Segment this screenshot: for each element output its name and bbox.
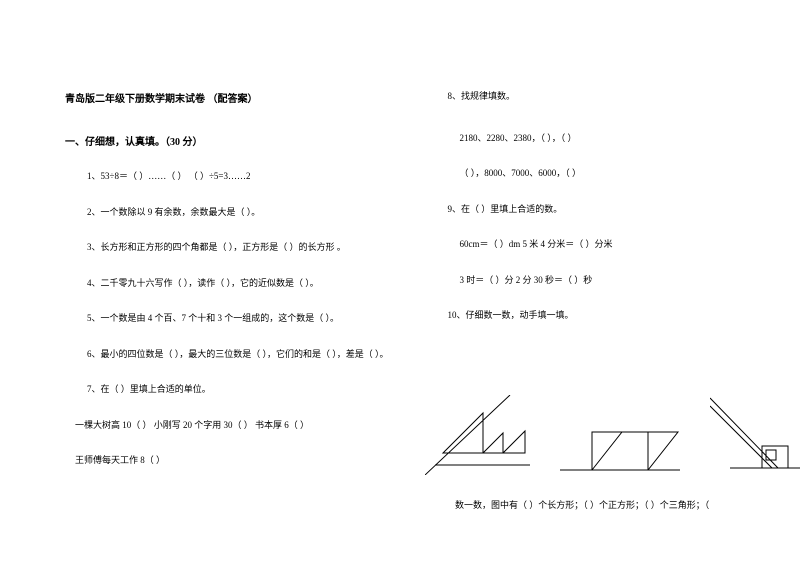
question-1: 1、53÷8＝（ ）……（ ） （ ）÷5=3……2 xyxy=(65,170,398,184)
exam-title: 青岛版二年级下册数学期末试卷 （配答案） xyxy=(65,90,398,105)
question-8-line-b: （ ），8000、7000、6000，（ ） xyxy=(438,167,771,181)
question-5: 5、一个数是由 4 个百、7 个十和 3 个一组成的，这个数是（ ）。 xyxy=(65,312,398,326)
question-9-line-a: 60cm＝（ ）dm 5 米 4 分米＝（ ）分米 xyxy=(438,238,771,252)
figure-triangles xyxy=(425,395,530,475)
question-7-line-b: 王师傅每天工作 8（ ） xyxy=(65,454,398,468)
figures-row xyxy=(425,390,800,475)
question-7: 7、在（ ）里填上合适的单位。 xyxy=(65,383,398,397)
figure-rect-parallelogram xyxy=(560,420,680,475)
question-8: 8、找规律填数。 xyxy=(438,90,771,104)
figure-lamp-person xyxy=(710,390,800,475)
question-2: 2、一个数除以 9 有余数，余数最大是（ ）。 xyxy=(65,206,398,220)
question-8-line-a: 2180、2280、2380，（ ），（ ） xyxy=(438,132,771,146)
count-shapes-line: 数一数，图中有（ ）个长方形；（ ）个正方形；（ ）个三角形；（ xyxy=(455,498,709,511)
question-10: 10、仔细数一数，动手填一填。 xyxy=(438,309,771,323)
section-heading: 一、仔细想，认真填。（30 分） xyxy=(65,133,398,148)
question-3: 3、长方形和正方形的四个角都是（ ），正方形是（ ）的长方形 。 xyxy=(65,241,398,255)
question-9: 9、在（ ）里填上合适的数。 xyxy=(438,203,771,217)
question-9-line-b: 3 时＝（ ）分 2 分 30 秒＝（ ）秒 xyxy=(438,274,771,288)
question-7-line-a: 一棵大树高 10（ ） 小刚写 20 个字用 30（ ） 书本厚 6（ ） xyxy=(65,419,398,433)
question-6: 6、最小的四位数是（ ），最大的三位数是（ ），它们的和是（ ），差是（ ）。 xyxy=(65,348,398,362)
question-4: 4、二千零九十六写作（ ），读作（ ），它的近似数是（ ）。 xyxy=(65,277,398,291)
